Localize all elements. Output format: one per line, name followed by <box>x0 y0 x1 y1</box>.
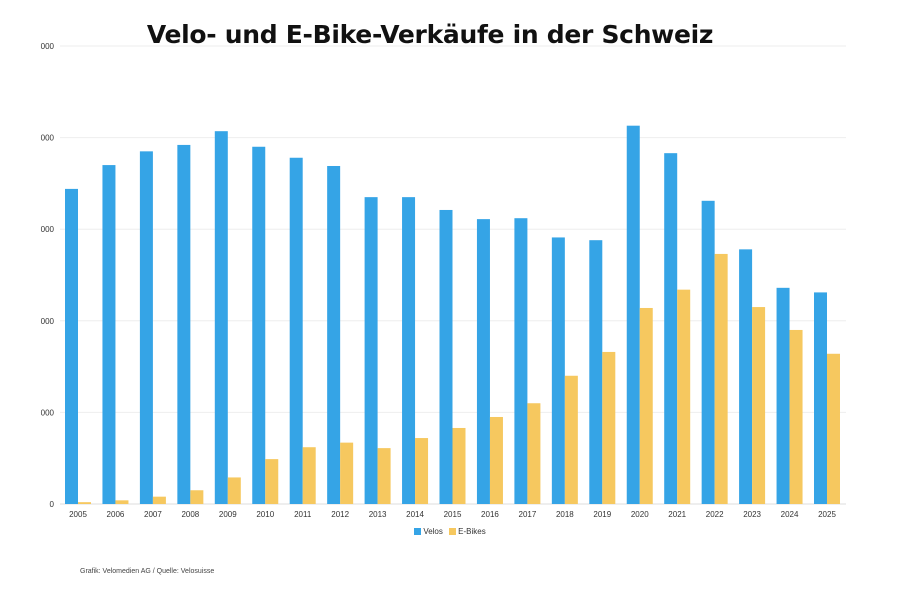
x-tick-label: 2022 <box>706 510 724 519</box>
bar-ebikes-2025 <box>827 353 840 504</box>
bar-velos-2023 <box>739 249 753 504</box>
bar-ebikes-2018 <box>564 375 578 504</box>
x-tick-label: 2016 <box>481 510 499 519</box>
legend-label-velos: Velos <box>423 527 443 536</box>
x-tick-label: 2006 <box>107 510 125 519</box>
bar-ebikes-2014 <box>415 438 429 504</box>
bar-ebikes-2023 <box>752 307 766 504</box>
bar-velos-2020 <box>626 125 640 504</box>
x-axis-ticks: 2005 2006 2007 2008 2009 2010 2011 2012 2013 2014… <box>69 510 836 519</box>
y-tick-label: 0 <box>50 500 55 509</box>
bar-ebikes-2012 <box>340 442 354 504</box>
bar-velos-2011 <box>289 157 303 504</box>
y-tick-label: 000 <box>41 134 55 143</box>
bar-velos-2008 <box>177 144 191 505</box>
x-tick-label: 2007 <box>144 510 162 519</box>
bar-velos-2019 <box>589 240 603 504</box>
bar-ebikes-2011 <box>302 447 316 504</box>
y-tick-label: 000 <box>41 317 55 326</box>
x-tick-label: 2005 <box>69 510 87 519</box>
y-tick-label: 000 <box>41 408 55 417</box>
x-tick-label: 2020 <box>631 510 649 519</box>
bar-ebikes-2009 <box>227 477 241 504</box>
x-tick-label: 2008 <box>181 510 199 519</box>
legend-swatch-velos <box>414 528 422 535</box>
bar-velos-2006 <box>102 165 116 504</box>
x-tick-label: 2014 <box>406 510 424 519</box>
bar-velos-2024 <box>776 287 790 504</box>
x-tick-label: 2019 <box>593 510 611 519</box>
x-tick-label: 2011 <box>294 510 312 519</box>
legend-label-ebikes: E-Bikes <box>458 527 486 536</box>
bar-ebikes-2022 <box>714 253 728 504</box>
bar-ebikes-2008 <box>190 490 204 504</box>
bar-ebikes-2016 <box>489 416 503 504</box>
bar-ebikes-2020 <box>639 307 653 504</box>
bar-velos-2022 <box>701 200 715 504</box>
bar-velos-2007 <box>139 151 153 504</box>
x-tick-label: 2023 <box>743 510 761 519</box>
bar-velos-2009 <box>214 131 228 505</box>
bar-velos-2018 <box>551 237 565 504</box>
x-tick-label: 2024 <box>781 510 799 519</box>
bar-velos-2015 <box>439 209 453 505</box>
bar-velos-2017 <box>514 218 528 504</box>
bar-ebikes-2024 <box>789 329 803 504</box>
legend-swatch-ebikes <box>449 528 457 535</box>
x-tick-label: 2018 <box>556 510 574 519</box>
bar-ebikes-2007 <box>152 496 166 504</box>
x-tick-label: 2021 <box>668 510 686 519</box>
x-tick-label: 2010 <box>256 510 274 519</box>
x-tick-label: 2009 <box>219 510 237 519</box>
bar-ebikes-2006 <box>115 500 129 504</box>
bar-ebikes-2019 <box>602 351 616 504</box>
bar-ebikes-2010 <box>265 459 279 504</box>
x-tick-label: 2017 <box>519 510 537 519</box>
bar-velos-2013 <box>364 197 378 504</box>
bar-ebikes-2017 <box>527 403 541 504</box>
legend: Velos E-Bikes <box>0 527 900 537</box>
x-tick-label: 2013 <box>369 510 387 519</box>
source-note: Grafik: Velomedien AG / Quelle: Velosuis… <box>80 568 215 575</box>
x-tick-label: 2025 <box>818 510 836 519</box>
bar-velos-2005 <box>65 188 78 504</box>
bar-ebikes-2015 <box>452 427 466 504</box>
bar-velos-2025 <box>814 292 827 504</box>
bar-ebikes-2013 <box>377 448 391 504</box>
bar-ebikes-2005 <box>78 502 91 504</box>
bar-velos-2010 <box>252 146 266 504</box>
legend-item-ebikes[interactable]: E-Bikes <box>449 527 486 536</box>
bar-velos-2016 <box>476 219 490 504</box>
y-tick-label: 000 <box>41 225 55 234</box>
x-tick-label: 2012 <box>331 510 349 519</box>
x-tick-label: 2015 <box>444 510 462 519</box>
legend-item-velos[interactable]: Velos <box>414 527 443 536</box>
bars <box>65 125 840 505</box>
bar-velos-2012 <box>327 165 341 504</box>
bar-velos-2021 <box>664 153 678 504</box>
bar-velos-2014 <box>402 197 416 504</box>
bar-ebikes-2021 <box>677 289 691 504</box>
chart-title: Velo- und E-Bike-Verkäufe in der Schweiz <box>146 20 714 49</box>
y-tick-label: 000 <box>41 42 55 51</box>
